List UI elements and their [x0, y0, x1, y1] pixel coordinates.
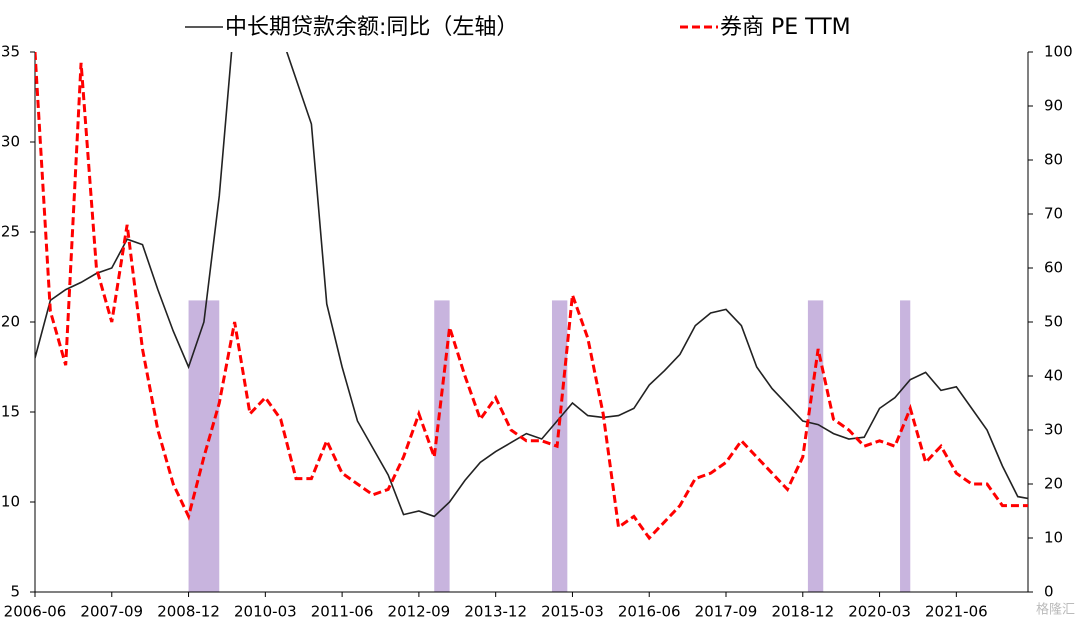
x-tick-label: 2018-12	[771, 603, 834, 621]
legend-label: 券商 PE TTM	[720, 15, 851, 40]
y-tick-label: 5	[10, 583, 20, 601]
highlight-band	[188, 300, 220, 592]
x-tick-label: 2007-09	[80, 603, 143, 621]
series-line	[35, 52, 1028, 541]
x-tick-label: 2021-06	[925, 603, 988, 621]
y2-tick-label: 40	[1044, 367, 1063, 385]
highlight-band	[434, 300, 450, 592]
y-tick-label: 30	[1, 133, 20, 151]
x-tick-label: 2015-03	[541, 603, 604, 621]
x-tick-label: 2008-12	[157, 603, 220, 621]
x-tick-label: 2017-09	[695, 603, 758, 621]
y2-tick-label: 80	[1044, 151, 1063, 169]
x-tick-label: 2016-06	[618, 603, 681, 621]
y2-tick-label: 100	[1044, 43, 1073, 61]
highlight-band	[900, 300, 911, 592]
legend: 中长期贷款余额:同比（左轴） 券商 PE TTM	[185, 15, 851, 40]
y2-tick-label: 50	[1044, 313, 1063, 331]
series-line	[35, 52, 1028, 518]
highlight-band	[807, 300, 824, 592]
x-tick-label: 2013-12	[464, 603, 527, 621]
y-tick-label: 25	[1, 223, 20, 241]
x-tick-label: 2020-03	[848, 603, 911, 621]
y-tick-label: 10	[1, 493, 20, 511]
y-tick-label: 15	[1, 403, 20, 421]
x-tick-label: 2006-06	[4, 603, 67, 621]
y-tick-label: 35	[1, 43, 20, 61]
x-tick-label: 2012-09	[388, 603, 451, 621]
y-tick-label: 20	[1, 313, 20, 331]
y2-tick-label: 90	[1044, 97, 1063, 115]
legend-label: 中长期贷款余额:同比（左轴）	[225, 15, 518, 40]
y2-tick-label: 10	[1044, 529, 1063, 547]
y2-tick-label: 60	[1044, 259, 1063, 277]
x-tick-label: 2010-03	[234, 603, 297, 621]
y2-tick-label: 70	[1044, 205, 1063, 223]
watermark: 格隆汇	[1036, 602, 1075, 618]
x-tick-label: 2011-06	[311, 603, 374, 621]
y2-tick-label: 0	[1044, 583, 1054, 601]
y2-tick-label: 20	[1044, 475, 1063, 493]
y2-tick-label: 30	[1044, 421, 1063, 439]
